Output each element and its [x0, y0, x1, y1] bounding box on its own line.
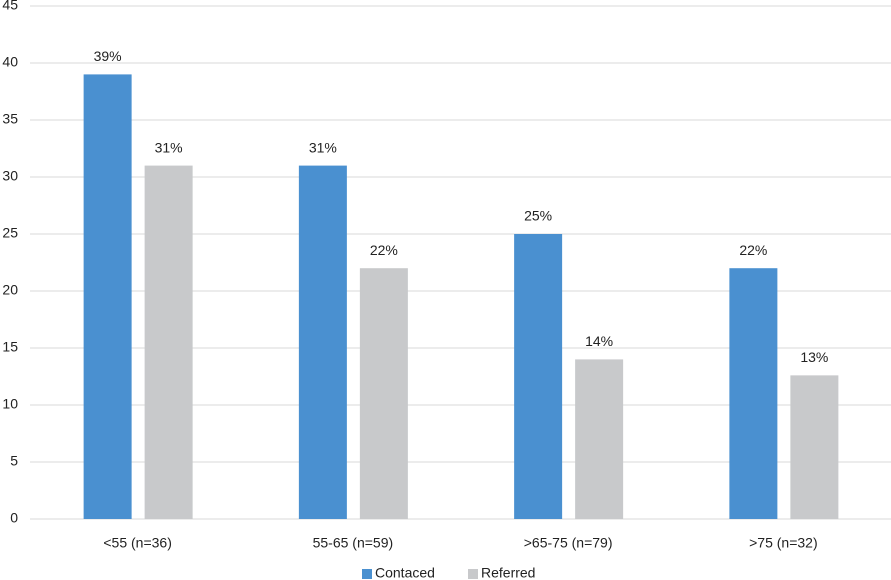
y-tick-label: 35 [2, 111, 18, 127]
legend-label: Referred [481, 565, 535, 580]
x-tick-label: >65-75 (n=79) [524, 535, 613, 551]
y-tick-label: 45 [2, 0, 18, 13]
legend-label: Contaced [375, 565, 435, 580]
legend-swatch [468, 569, 478, 579]
data-label: 13% [800, 349, 828, 365]
data-label: 31% [309, 139, 337, 155]
bar [790, 375, 839, 519]
x-tick-label: <55 (n=36) [103, 535, 172, 551]
y-tick-label: 20 [2, 282, 18, 298]
y-tick-label: 5 [10, 453, 18, 469]
bar [83, 74, 132, 520]
bar [729, 268, 778, 519]
x-tick-label: 55-65 (n=59) [313, 535, 394, 551]
bar [359, 268, 408, 519]
data-label: 31% [155, 139, 183, 155]
y-tick-label: 10 [2, 396, 18, 412]
bar [514, 234, 563, 519]
data-label: 25% [524, 208, 552, 224]
x-tick-label: >75 (n=32) [749, 535, 818, 551]
data-label: 22% [739, 242, 767, 258]
bar [575, 359, 624, 519]
y-tick-label: 30 [2, 168, 18, 184]
bar [144, 165, 193, 519]
data-label: 22% [370, 242, 398, 258]
y-tick-label: 15 [2, 339, 18, 355]
y-tick-label: 25 [2, 225, 18, 241]
data-label: 39% [94, 48, 122, 64]
y-tick-label: 0 [10, 510, 18, 526]
bar [298, 165, 347, 519]
legend-swatch [362, 569, 372, 579]
data-label: 14% [585, 333, 613, 349]
y-tick-label: 40 [2, 54, 18, 70]
